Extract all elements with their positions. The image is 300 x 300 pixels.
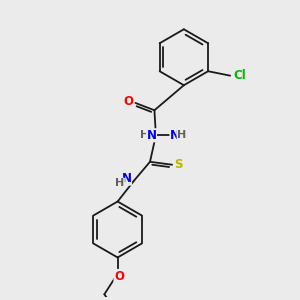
Text: O: O [124, 95, 134, 108]
Text: H: H [177, 130, 186, 140]
Text: N: N [146, 129, 157, 142]
Text: N: N [122, 172, 131, 185]
Text: S: S [174, 158, 183, 171]
Text: Cl: Cl [233, 69, 246, 82]
Text: O: O [114, 269, 124, 283]
Text: H: H [115, 178, 124, 188]
Text: N: N [170, 129, 180, 142]
Text: H: H [140, 130, 149, 140]
